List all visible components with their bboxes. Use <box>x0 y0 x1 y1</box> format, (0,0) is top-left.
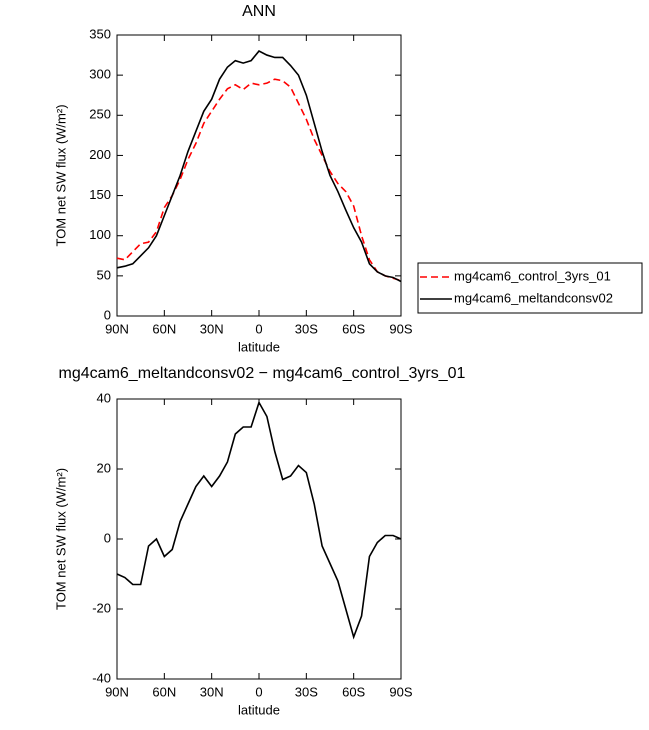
data-line <box>116 78 402 282</box>
x-tick-label: 0 <box>255 684 262 699</box>
y-tick-label: 20 <box>97 460 111 475</box>
legend-label: mg4cam6_control_3yrs_01 <box>454 268 611 283</box>
x-tick-label: 60S <box>342 684 365 699</box>
data-line <box>116 400 402 640</box>
x-tick-label: 90S <box>389 684 412 699</box>
x-tick-label: 60N <box>152 684 176 699</box>
legend-label: mg4cam6_meltandconsv02 <box>454 290 613 305</box>
y-tick-label: 200 <box>89 147 111 162</box>
x-axis-label: latitude <box>238 702 280 717</box>
x-tick-label: 90S <box>389 321 412 336</box>
y-tick-label: 0 <box>104 530 111 545</box>
x-tick-label: 30S <box>295 684 318 699</box>
x-tick-label: 30N <box>200 321 224 336</box>
x-tick-label: 0 <box>255 321 262 336</box>
legend-box <box>417 262 643 314</box>
x-tick-label: 60S <box>342 321 365 336</box>
plot-frame <box>116 398 402 680</box>
x-tick-label: 90N <box>105 321 129 336</box>
y-axis-label: TOM net SW flux (W/m²) <box>53 104 68 246</box>
x-tick-label: 30S <box>295 321 318 336</box>
x-tick-label: 30N <box>200 684 224 699</box>
y-tick-label: 350 <box>89 26 111 41</box>
y-tick-label: 100 <box>89 227 111 242</box>
x-axis-label: latitude <box>238 339 280 354</box>
y-tick-label: 300 <box>89 67 111 82</box>
chart-title: ANN <box>242 3 276 20</box>
y-tick-label: 0 <box>104 307 111 322</box>
data-line <box>116 50 402 283</box>
y-axis-label: TOM net SW flux (W/m²) <box>53 468 68 610</box>
y-tick-label: 50 <box>97 267 111 282</box>
x-tick-label: 60N <box>152 321 176 336</box>
plot-frame <box>116 34 402 317</box>
y-tick-label: 250 <box>89 107 111 122</box>
chart-title: mg4cam6_meltandconsv02 − mg4cam6_control… <box>59 365 466 382</box>
x-tick-label: 90N <box>105 684 129 699</box>
y-tick-label: -20 <box>92 600 111 615</box>
y-tick-label: 40 <box>97 390 111 405</box>
y-tick-label: 150 <box>89 187 111 202</box>
y-tick-label: -40 <box>92 670 111 685</box>
